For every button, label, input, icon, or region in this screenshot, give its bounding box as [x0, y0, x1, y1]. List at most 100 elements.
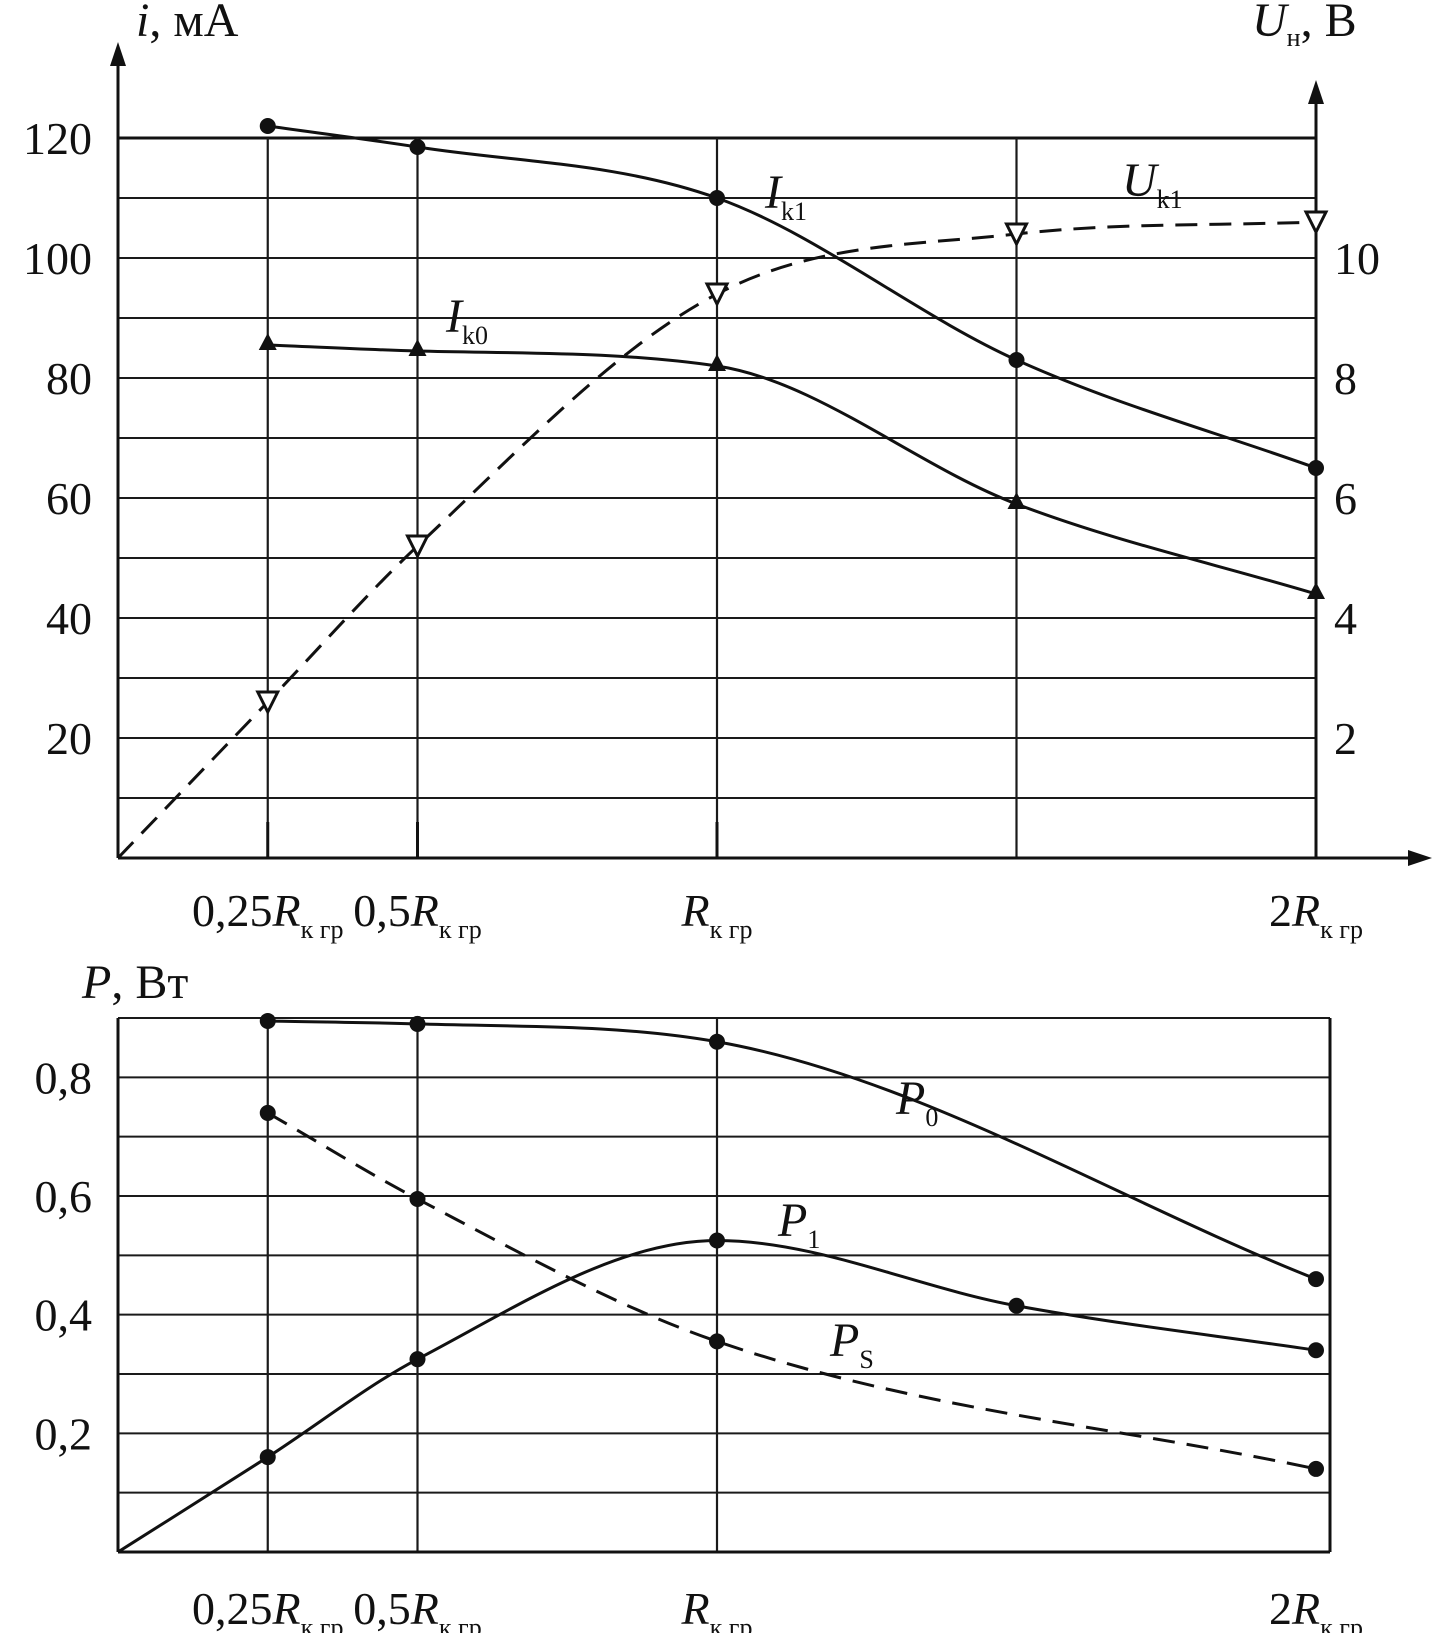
point-p1-2 — [709, 1232, 725, 1249]
point-uk1-1 — [405, 534, 430, 560]
point-ik1-3 — [1008, 352, 1025, 368]
svg-text:P1: P1 — [777, 1194, 820, 1254]
bottom-x-tick-label: 0,25Rк гр — [192, 1583, 343, 1633]
svg-text:P, Вт: P, Вт — [81, 956, 188, 1009]
point-ik1-2 — [709, 190, 725, 206]
bottom-x-tick-labels: 0,25Rк гр 0,5Rк гр Rк гр 2Rк гр — [192, 1583, 1363, 1633]
bottom-grid — [118, 1017, 1330, 1552]
top-y2-label-main: U — [1252, 0, 1290, 47]
bottom-y-label-main: P — [81, 956, 111, 1009]
point-ik0-1 — [408, 339, 427, 356]
top-y2-tick-label: 4 — [1334, 593, 1357, 644]
series-p1 — [117, 1232, 1324, 1554]
point-ik0-0 — [258, 333, 277, 350]
label-ik1-sub: k1 — [781, 197, 807, 226]
point-p1-3 — [1008, 1297, 1025, 1314]
point-uk1-3 — [1004, 222, 1029, 248]
series-ik1 — [259, 118, 1324, 476]
label-ps: PS — [829, 1314, 874, 1374]
top-x-tick-label: 2Rк гр — [1269, 885, 1363, 944]
point-p0-2 — [709, 1033, 725, 1050]
top-y2-label-unit: , В — [1301, 0, 1357, 47]
bottom-x-tick-label: 2Rк гр — [1269, 1583, 1363, 1633]
top-y2-tick-label: 8 — [1334, 353, 1357, 404]
top-y-tick-label: 120 — [23, 113, 92, 164]
top-y2-tick-label: 2 — [1334, 713, 1357, 764]
line-ps — [267, 1111, 1317, 1471]
point-p1-0 — [259, 1449, 276, 1466]
top-y-axis-arrow — [110, 42, 126, 66]
svg-text:Uk1: Uk1 — [1122, 154, 1183, 214]
power-chart: P, Вт 0,20,40,60,8 0,25Rк гр 0,5Rк гр Rк г… — [35, 956, 1363, 1633]
point-p1-1 — [409, 1351, 426, 1368]
label-ik1-main: I — [764, 166, 783, 219]
label-p0-sub: 0 — [925, 1103, 938, 1132]
label-ps-main: P — [829, 1314, 859, 1367]
bottom-x-tick-label: Rк гр — [681, 1583, 753, 1633]
bottom-series — [117, 1012, 1324, 1554]
series-ik0 — [258, 333, 1325, 599]
top-x-tick-label: 0,5Rк гр — [353, 885, 481, 944]
top-y-tick-label: 100 — [23, 233, 92, 284]
top-x-tick-label: Rк гр — [681, 885, 753, 944]
point-ik0-4 — [1307, 582, 1325, 599]
top-y2-tick-labels: 2 4 6 8 10 — [1334, 233, 1380, 764]
point-p0-1 — [409, 1015, 426, 1032]
top-grid — [118, 136, 1318, 858]
label-p1: P1 — [777, 1194, 820, 1254]
bottom-y-label-unit: , Вт — [111, 956, 188, 1009]
label-ik0-sub: k0 — [462, 321, 488, 350]
series-ps — [259, 1104, 1324, 1477]
bottom-y-tick-label: 0,2 — [35, 1408, 93, 1459]
point-ps-3 — [1308, 1460, 1324, 1477]
top-y2-label-sub: н — [1287, 23, 1301, 52]
point-p0-3 — [1308, 1271, 1324, 1288]
bottom-y-axis-title: P, Вт — [81, 956, 188, 1009]
point-ik1-0 — [259, 118, 276, 134]
top-y-tick-label: 20 — [46, 713, 92, 764]
svg-text:P0: P0 — [895, 1072, 938, 1132]
top-y-tick-label: 60 — [46, 473, 92, 524]
top-series — [116, 118, 1329, 860]
top-y-tick-labels: 20 40 60 80 100 120 — [23, 113, 92, 764]
top-x-tick-label: 0,25Rк гр — [192, 885, 343, 944]
top-y2-tick-label: 6 — [1334, 473, 1357, 524]
line-ik0 — [267, 343, 1317, 596]
svg-text:Ik0: Ik0 — [445, 290, 488, 350]
label-ik0: Ik0 — [445, 290, 488, 350]
label-uk1-sub: k1 — [1157, 185, 1183, 214]
label-p1-main: P — [777, 1194, 807, 1247]
bottom-y-tick-label: 0,6 — [35, 1171, 93, 1222]
top-y2-tick-label: 10 — [1334, 233, 1380, 284]
point-ps-1 — [409, 1190, 426, 1207]
svg-text:Uн, В: Uн, В — [1252, 0, 1357, 52]
label-p0: P0 — [895, 1072, 938, 1132]
point-ps-0 — [259, 1104, 276, 1121]
series-p0 — [259, 1012, 1324, 1288]
top-y2-axis-arrow — [1308, 80, 1324, 104]
label-p0-main: P — [895, 1072, 925, 1125]
label-ik1: Ik1 — [764, 166, 807, 226]
svg-text:Ik1: Ik1 — [764, 166, 807, 226]
label-uk1: Uk1 — [1122, 154, 1183, 214]
label-uk1-main: U — [1122, 154, 1160, 207]
point-ps-2 — [709, 1333, 725, 1350]
top-y-axis-title: i, мА — [136, 0, 239, 47]
top-y-label-main: i — [136, 0, 149, 47]
top-y-tick-label: 80 — [46, 353, 92, 404]
series-uk1 — [116, 210, 1329, 860]
top-y2-axis-title: Uн, В — [1252, 0, 1357, 52]
label-p1-sub: 1 — [807, 1225, 820, 1254]
bottom-x-tick-label: 0,5Rк гр — [353, 1583, 481, 1633]
point-ik1-4 — [1308, 460, 1324, 476]
bottom-y-tick-labels: 0,2 0,4 0,6 0,8 — [35, 1052, 93, 1459]
top-x-tick-labels: 0,25Rк гр 0,5Rк гр Rк гр 2Rк гр — [192, 822, 1363, 944]
point-uk1-2 — [704, 282, 730, 308]
line-ik1 — [267, 124, 1317, 470]
top-x-axis-arrow — [1408, 850, 1432, 866]
point-p0-0 — [259, 1012, 276, 1029]
label-ps-sub: S — [859, 1345, 873, 1374]
bottom-y-tick-label: 0,4 — [35, 1290, 93, 1341]
bottom-axes — [116, 1018, 1332, 1554]
